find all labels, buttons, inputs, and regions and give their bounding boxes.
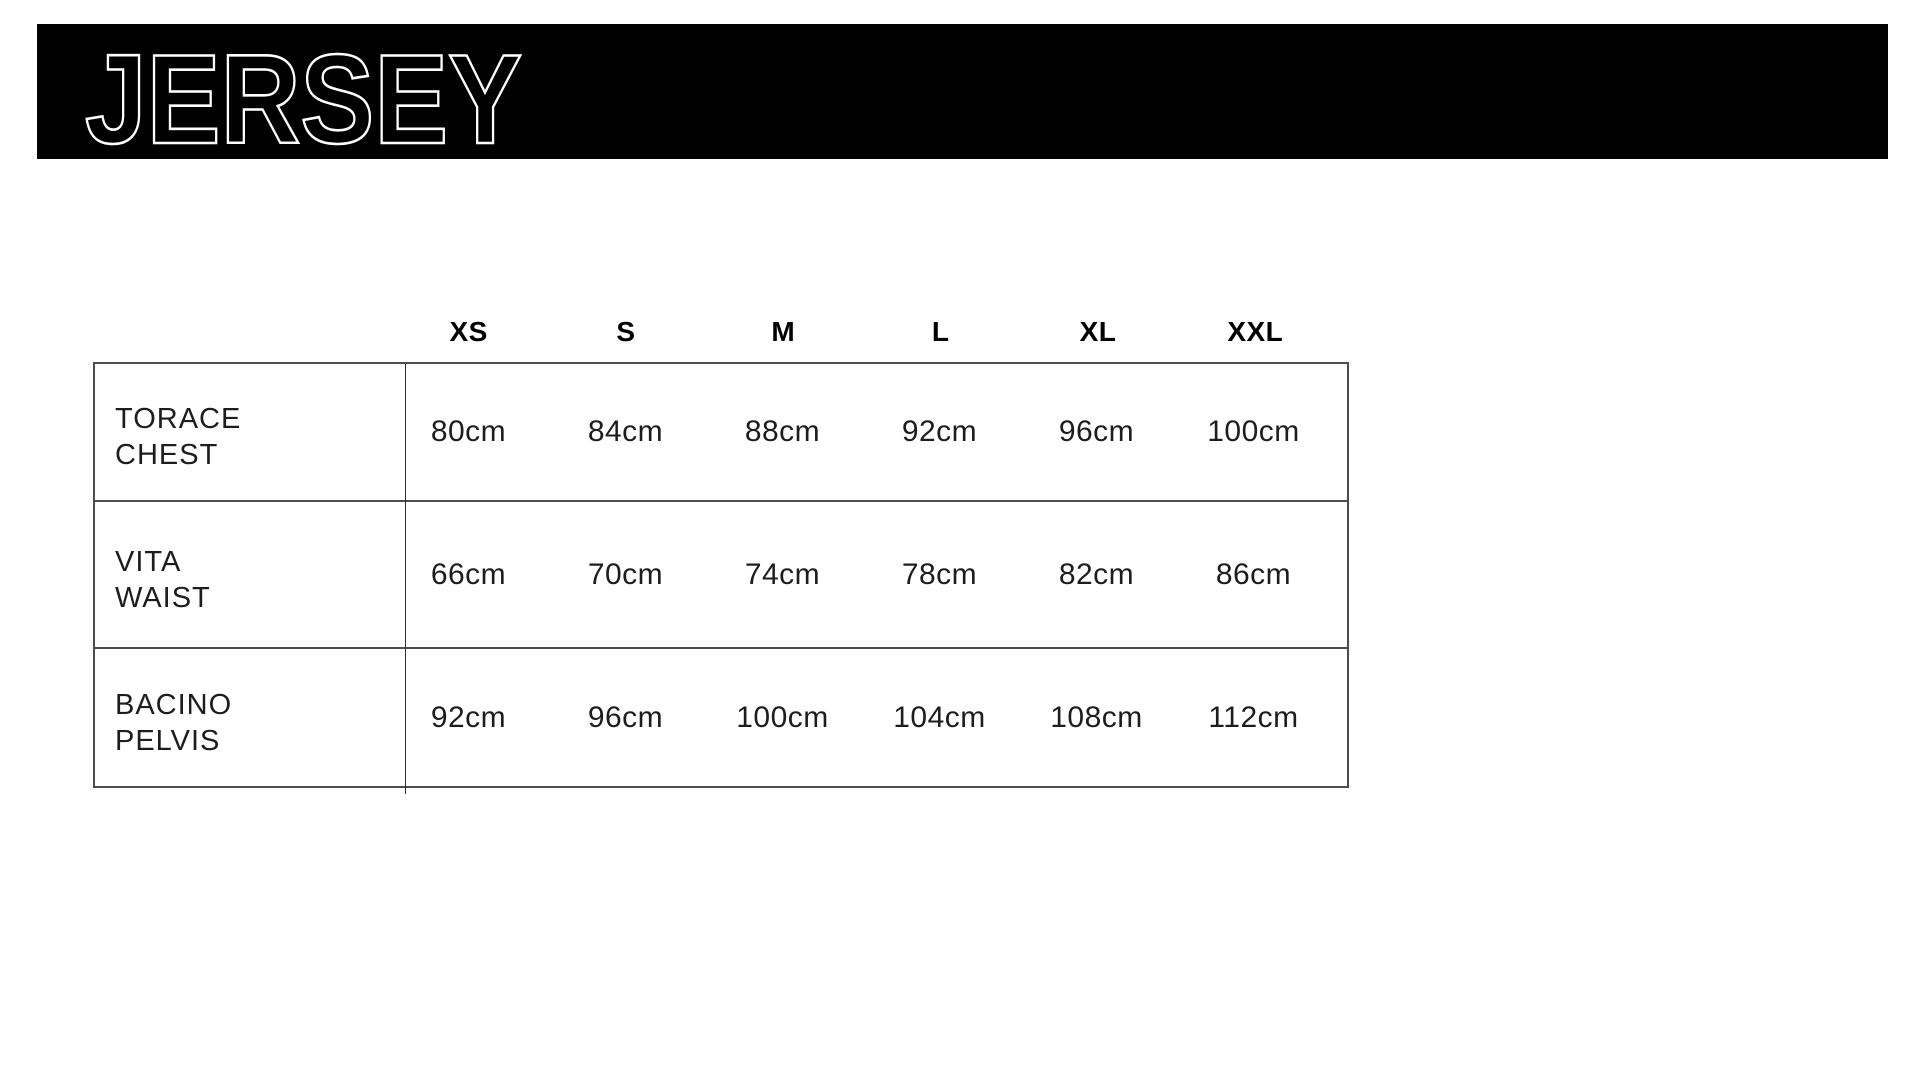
value-pelvis-l: 104cm: [893, 700, 986, 734]
value-waist-xl: 82cm: [1058, 557, 1135, 591]
outlined-title-graphic: JERSEY: [84, 27, 524, 159]
row-divider-line: [95, 647, 1347, 649]
column-header-xl: XL: [1079, 316, 1117, 347]
value-chest-xs: 80cm: [430, 415, 507, 448]
value-waist-m: 74cm: [744, 557, 821, 591]
title-banner: JERSEY: [37, 24, 1888, 159]
column-header-m: M: [771, 316, 796, 347]
row-label-chest: TORACE CHEST: [95, 364, 405, 500]
value-chest-s: 84cm: [587, 415, 664, 448]
value-waist-xs: 66cm: [430, 557, 507, 591]
value-chest-m: 88cm: [744, 415, 821, 448]
size-table: TORACE CHEST 80cm 84cm 88cm 92cm 96cm 10…: [93, 362, 1349, 794]
value-pelvis-xs: 92cm: [430, 700, 507, 734]
value-waist-l: 78cm: [901, 557, 978, 591]
value-waist-s: 70cm: [587, 557, 664, 591]
column-header-xxl: XXL: [1227, 316, 1284, 347]
column-header-xs: XS: [449, 316, 488, 347]
value-pelvis-s: 96cm: [587, 700, 664, 734]
column-header-l: L: [931, 316, 950, 347]
column-header-s: S: [616, 316, 636, 347]
value-pelvis-xl: 108cm: [1050, 700, 1143, 734]
value-chest-l: 92cm: [901, 415, 978, 448]
size-header-row: XS S M L XL XXL: [93, 312, 1349, 354]
row-label-italian: BACINO: [115, 688, 233, 721]
value-chest-xxl: 100cm: [1207, 415, 1300, 448]
row-label-pelvis: BACINO PELVIS: [95, 649, 405, 786]
row-label-italian: VITA: [115, 545, 182, 578]
label-column-divider-line: [405, 364, 406, 794]
row-label-waist: VITA WAIST: [95, 502, 405, 647]
row-divider-line: [95, 500, 1347, 502]
page-title: JERSEY: [85, 28, 522, 159]
value-pelvis-xxl: 112cm: [1208, 700, 1299, 734]
row-label-english: CHEST: [115, 439, 219, 471]
row-label-english: PELVIS: [115, 724, 221, 757]
row-label-italian: TORACE: [115, 403, 242, 435]
value-pelvis-m: 100cm: [736, 700, 829, 734]
row-label-english: WAIST: [115, 581, 211, 614]
value-waist-xxl: 86cm: [1215, 557, 1292, 591]
value-chest-xl: 96cm: [1058, 415, 1135, 448]
